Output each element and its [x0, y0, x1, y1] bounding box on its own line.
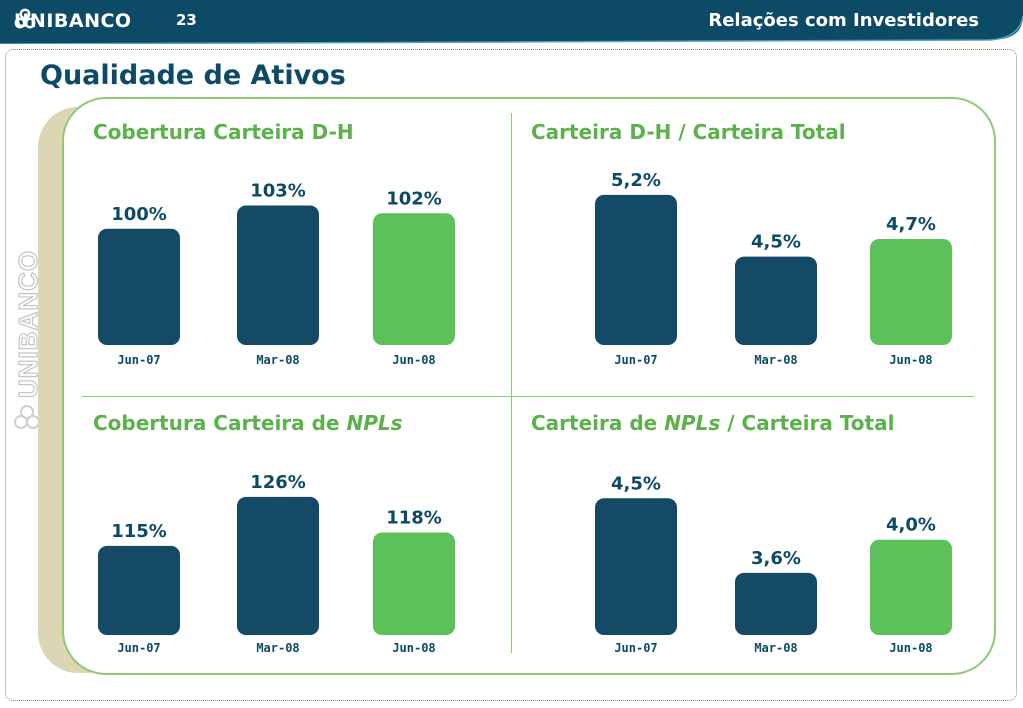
bar-value-label: 4,7% [886, 214, 936, 235]
bar-value-label: 4,5% [751, 232, 801, 253]
x-tick-label: Mar-08 [256, 353, 299, 367]
chart-title-part: NPLs [346, 411, 403, 435]
bar-jun-07 [595, 498, 677, 635]
bar-value-label: 102% [386, 188, 442, 209]
chart-title-dh-carteira-total: Carteira D-H / Carteira Total [531, 120, 846, 144]
bar-mar-08 [237, 496, 319, 635]
x-tick-label: Jun-08 [392, 353, 435, 367]
chart-title-npls-carteira-total: Carteira de NPLs / Carteira Total [531, 411, 894, 435]
watermark-logo-icon [14, 405, 40, 429]
x-tick-label: Jun-07 [117, 353, 160, 367]
unibanco-logo: UNIBANCO [14, 8, 132, 34]
x-tick-label: Jun-07 [117, 641, 160, 655]
slide-frame [5, 49, 1017, 701]
x-tick-label: Jun-08 [392, 641, 435, 655]
chart-title-part: NPLs [664, 411, 721, 435]
page-number: 23 [176, 11, 197, 29]
bar-mar-08 [735, 256, 817, 345]
header-background [0, 0, 1023, 44]
chart-title-part: Carteira D-H / Carteira Total [531, 120, 846, 144]
chart-title-cobertura-dh: Cobertura Carteira D-H [93, 120, 354, 144]
unibanco-logo-icon [14, 8, 36, 29]
bar-jun-07 [98, 228, 180, 345]
x-tick-label: Mar-08 [754, 353, 797, 367]
x-tick-label: Jun-08 [889, 353, 932, 367]
chart-title-part: Cobertura Carteira de [93, 411, 347, 435]
top-header-bar: UNIBANCO 23 Relações com Investidores [0, 0, 1023, 44]
bar-value-label: 103% [250, 181, 306, 202]
bar-value-label: 100% [111, 204, 167, 225]
x-tick-label: Mar-08 [256, 641, 299, 655]
x-tick-label: Mar-08 [754, 641, 797, 655]
bar-jun-08 [373, 532, 455, 635]
bar-jun-08 [870, 539, 952, 635]
chart-title-part: Carteira de [531, 411, 665, 435]
bar-jun-07 [595, 194, 677, 345]
bar-jun-07 [98, 545, 180, 635]
charts-panel [62, 97, 996, 675]
section-title: Relações com Investidores [708, 10, 979, 31]
bar-jun-08 [373, 213, 455, 345]
chart-title-part: / Carteira Total [720, 411, 895, 435]
vertical-divider [511, 113, 512, 653]
bar-value-label: 4,0% [886, 515, 936, 536]
bar-value-label: 4,5% [611, 473, 661, 494]
bar-value-label: 115% [111, 521, 167, 542]
x-tick-label: Jun-07 [614, 641, 657, 655]
x-tick-label: Jun-08 [889, 641, 932, 655]
brand-name: UNIBANCO [14, 10, 132, 32]
bar-value-label: 5,2% [611, 170, 661, 191]
x-tick-label: Jun-07 [614, 353, 657, 367]
bar-value-label: 118% [386, 508, 442, 529]
chart-title-cobertura-npls: Cobertura Carteira de NPLs [93, 411, 403, 435]
bar-value-label: 3,6% [751, 548, 801, 569]
bar-value-label: 126% [250, 472, 306, 493]
slide-title: Qualidade de Ativos [40, 60, 346, 91]
horizontal-divider [82, 396, 974, 397]
bar-mar-08 [237, 205, 319, 345]
bar-mar-08 [735, 572, 817, 635]
chart-title-part: Cobertura Carteira D-H [93, 120, 354, 144]
bar-jun-08 [870, 239, 952, 345]
